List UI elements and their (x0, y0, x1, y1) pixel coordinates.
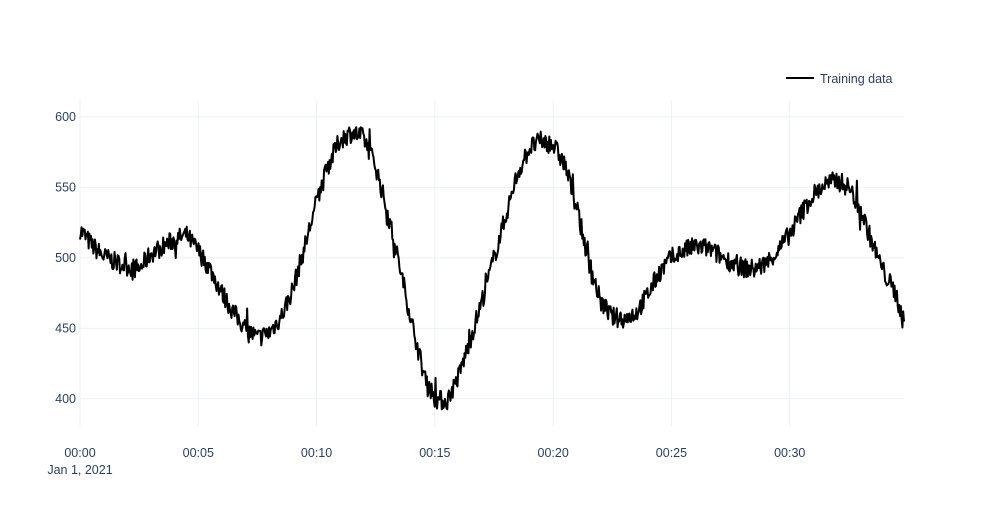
x-tick-label-0000: 00:00 (64, 446, 95, 460)
x-tick-label-0015: 00:15 (419, 446, 450, 460)
x-tick-label-0025: 00:25 (656, 446, 687, 460)
legend[interactable]: Training data (786, 72, 893, 86)
x-tick-label-0010: 00:10 (301, 446, 332, 460)
series-line-training-data (79, 126, 905, 411)
y-tick-label-400: 400 (55, 392, 76, 406)
y-tick-label-550: 550 (55, 180, 76, 194)
x-tick-date-label: Jan 1, 2021 (47, 463, 112, 477)
grid-lines (79, 100, 904, 427)
x-tick-label-0030: 00:30 (774, 446, 805, 460)
legend-label-training-data: Training data (820, 72, 893, 86)
series-group (79, 126, 905, 411)
y-tick-label-600: 600 (55, 110, 76, 124)
x-tick-label-0020: 00:20 (538, 446, 569, 460)
y-tick-label-450: 450 (55, 321, 76, 335)
y-tick-label-500: 500 (55, 251, 76, 265)
axis-ticks: 400 450 500 550 600 00:00 00:05 00:10 00:15 00:20… (47, 110, 805, 477)
x-tick-label-0005: 00:05 (183, 446, 214, 460)
